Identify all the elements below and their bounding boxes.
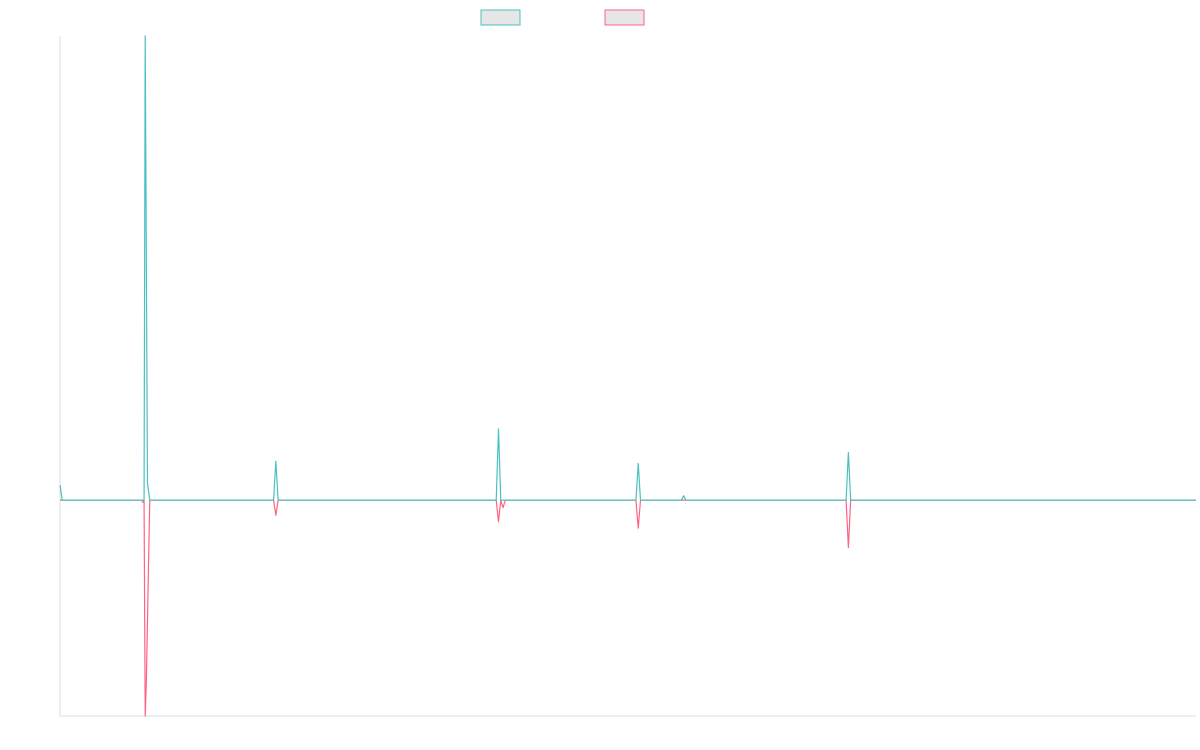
series-line-2 — [60, 499, 1196, 717]
series-line-1 — [59, 35, 1196, 501]
legend-swatch-series-1[interactable] — [480, 9, 521, 26]
plot-area — [59, 35, 1196, 717]
chart-axes — [59, 36, 1196, 717]
legend-swatch-series-2[interactable] — [604, 9, 645, 26]
chart-legend — [480, 9, 645, 26]
